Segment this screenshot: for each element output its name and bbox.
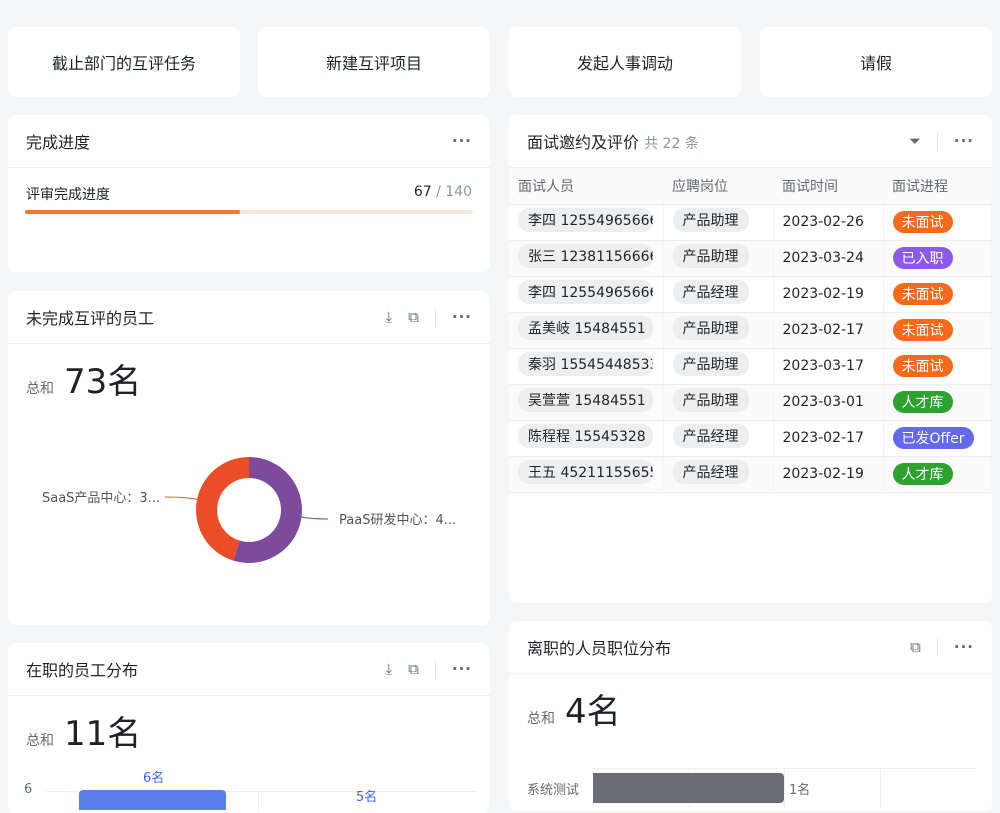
bar-label: 5名 (356, 790, 378, 805)
progress-bar (25, 210, 473, 214)
column-header[interactable]: 面试人员 (509, 168, 663, 205)
table-row[interactable]: 吴萱萱 15484551 产品助理 2023-03-01 人才库 (509, 384, 992, 421)
table-row[interactable]: 王五 45211155655 产品经理 2023-02-19 人才库 (509, 456, 992, 493)
quick-action-button[interactable]: 发起人事调动 (509, 27, 741, 97)
column-header[interactable]: 面试进程 (883, 168, 992, 205)
card-title: 面试邀约及评价 (527, 133, 640, 152)
table-row[interactable]: 秦羽 15545448533 产品助理 2023-03-17 未面试 (509, 348, 992, 385)
table-row[interactable]: 李四 12554965666 产品助理 2023-02-26 未面试 (509, 204, 992, 241)
status-tag: 已入职 (892, 247, 953, 269)
open-external-icon[interactable]: ⧉ (408, 308, 419, 326)
more-icon[interactable]: ··· (953, 132, 974, 150)
person-chip[interactable]: 陈程程 15545328 (518, 424, 653, 448)
status-tag: 未面试 (892, 211, 953, 233)
progress-sep: / (436, 184, 441, 200)
date-cell: 2023-02-19 (773, 456, 884, 493)
incomplete-card: 未完成互评的员工 ⤓ ⧉ ··· 总和 73名 PaaS研发中心：4... SaaS产… (8, 291, 490, 625)
card-title: 完成进度 (26, 133, 91, 152)
progress-done: 67 (413, 184, 432, 200)
status-tag: 人才库 (892, 463, 953, 485)
donut-chart: PaaS研发中心：4... SaaS产品中心：3... (42, 457, 456, 563)
employees-card: 在职的员工分布 ⤓ ⧉ ··· 总和 11名 6 6名 5名 (8, 643, 490, 813)
position-chip: 产品助理 (672, 244, 749, 268)
open-external-icon[interactable]: ⧉ (910, 638, 921, 656)
table-row[interactable]: 李四 12554965666 产品经理 2023-02-19 未面试 (509, 276, 992, 313)
date-cell: 2023-03-24 (773, 240, 884, 277)
total-value: 4名 (565, 692, 621, 732)
y-tick: 6 (24, 782, 33, 797)
position-chip: 产品助理 (672, 208, 749, 232)
open-external-icon[interactable]: ⧉ (408, 660, 419, 678)
filter-icon[interactable]: ⏷ (908, 132, 921, 150)
leader-line (296, 515, 329, 520)
total-label: 总和 (527, 711, 555, 727)
date-cell: 2023-02-19 (773, 276, 884, 313)
slice-label: PaaS研发中心：4... (339, 512, 456, 528)
interview-table: 面试人员 应聘岗位 面试时间 面试进程 李四 12554965666 产品助理 … (509, 168, 992, 493)
resigned-card: 离职的人员职位分布 ⧉ ··· 总和 4名 系统测试 1名 (509, 621, 992, 811)
table-row[interactable]: 张三 12381156666 产品助理 2023-03-24 已入职 (509, 240, 992, 277)
bar[interactable] (79, 790, 226, 810)
position-chip: 产品经理 (672, 280, 749, 304)
position-chip: 产品助理 (672, 352, 749, 376)
quick-action-button[interactable]: 截止部门的互评任务 (8, 27, 240, 97)
position-chip: 产品助理 (672, 316, 749, 340)
slice-label: SaaS产品中心：3... (42, 491, 160, 506)
card-title: 离职的人员职位分布 (527, 639, 672, 658)
bar-label: 1名 (789, 783, 811, 798)
table-row[interactable]: 孟美岐 15484551 产品助理 2023-02-17 未面试 (509, 312, 992, 349)
column-header[interactable]: 面试时间 (773, 168, 883, 205)
donut-slice-paas[interactable] (233, 457, 302, 563)
card-title: 在职的员工分布 (26, 661, 139, 680)
card-title: 未完成互评的员工 (26, 309, 155, 328)
table-row[interactable]: 陈程程 15545328 产品经理 2023-02-17 已发Offer (509, 420, 992, 457)
person-chip[interactable]: 秦羽 15545448533 (518, 352, 653, 376)
category-label: 系统测试 (527, 783, 580, 798)
more-icon[interactable]: ··· (451, 308, 472, 326)
date-cell: 2023-02-26 (773, 204, 884, 241)
record-count: 共 22 条 (644, 136, 699, 152)
progress-card: 完成进度 ··· 评审完成进度 67 / 140 (8, 115, 490, 272)
quick-action-button[interactable]: 新建互评项目 (258, 27, 490, 97)
date-cell: 2023-03-01 (773, 384, 884, 421)
date-cell: 2023-02-17 (773, 312, 884, 349)
progress-fill (25, 210, 240, 214)
total-value: 73名 (64, 362, 142, 402)
status-tag: 未面试 (892, 319, 953, 341)
person-chip[interactable]: 王五 45211155655 (518, 460, 653, 484)
date-cell: 2023-02-17 (773, 420, 884, 457)
column-header[interactable]: 应聘岗位 (663, 168, 773, 205)
person-chip[interactable]: 李四 12554965666 (518, 208, 653, 232)
person-chip[interactable]: 孟美岐 15484551 (518, 316, 653, 340)
donut-slice-saas[interactable] (195, 457, 249, 561)
progress-total: 140 (445, 184, 472, 200)
date-cell: 2023-03-17 (773, 348, 884, 385)
download-icon[interactable]: ⤓ (385, 660, 393, 678)
total-value: 11名 (64, 714, 142, 754)
quick-action-button[interactable]: 请假 (760, 27, 992, 97)
more-icon[interactable]: ··· (451, 132, 472, 150)
status-tag: 未面试 (892, 355, 953, 377)
download-icon[interactable]: ⤓ (385, 308, 393, 326)
person-chip[interactable]: 李四 12554965666 (518, 280, 653, 304)
person-chip[interactable]: 张三 12381156666 (518, 244, 653, 268)
status-tag: 未面试 (892, 283, 953, 305)
bar[interactable] (593, 773, 784, 803)
bar-label: 6名 (143, 771, 165, 786)
interview-card: 面试邀约及评价 共 22 条 ⏷ ··· 面试人员 应聘岗位 面试时间 面试进程 … (509, 115, 992, 603)
leader-line (164, 496, 201, 501)
status-tag: 已发Offer (892, 427, 974, 449)
progress-label: 评审完成进度 (26, 187, 110, 203)
more-icon[interactable]: ··· (451, 660, 472, 678)
status-tag: 人才库 (892, 391, 953, 413)
total-label: 总和 (26, 381, 54, 397)
position-chip: 产品助理 (672, 388, 749, 412)
more-icon[interactable]: ··· (953, 638, 974, 656)
position-chip: 产品经理 (672, 424, 749, 448)
position-chip: 产品经理 (672, 460, 749, 484)
person-chip[interactable]: 吴萱萱 15484551 (518, 388, 653, 412)
total-label: 总和 (26, 733, 54, 749)
